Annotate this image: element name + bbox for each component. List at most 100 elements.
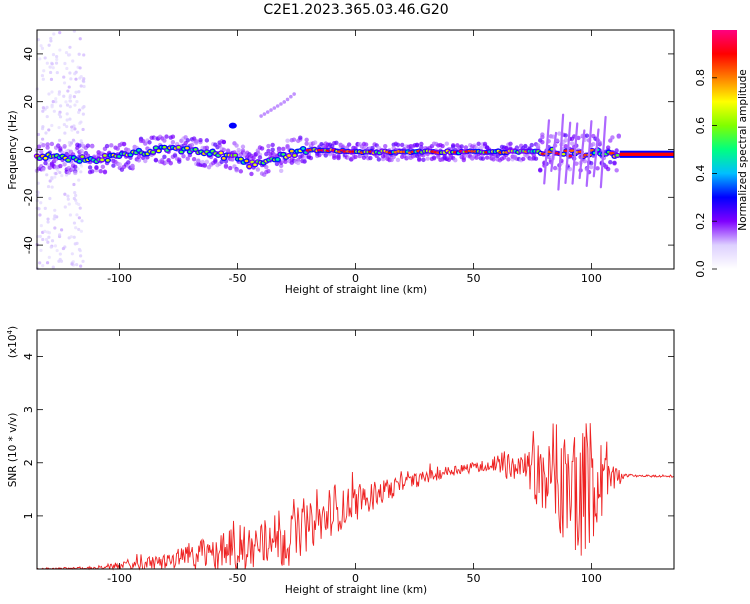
- spectrogram-halo-cell: [440, 143, 445, 149]
- spectrogram-halo-cell: [185, 156, 190, 161]
- spectrogram-noise-cell: [53, 226, 57, 230]
- spectrogram-halo-cell: [85, 143, 91, 148]
- spectrogram-streak: [571, 122, 579, 185]
- spectrogram-noise-cell: [63, 131, 67, 135]
- snr-ylabel: SNR (10 * v/v): [7, 413, 19, 488]
- spectrogram-noise-cell: [62, 122, 66, 127]
- spectrogram-noise-cell: [51, 265, 55, 269]
- spectrogram-halo-cell: [274, 161, 280, 167]
- x-tick-label: 0: [352, 572, 359, 585]
- spectrogram-ridge-peak: [569, 149, 576, 153]
- spectrogram-halo-cell: [126, 160, 131, 165]
- spectrogram-noise-cell: [72, 95, 77, 99]
- spectrogram-halo-cell: [270, 142, 275, 148]
- spectrogram-streak: [599, 115, 607, 189]
- spectrogram-noise-cell: [51, 66, 55, 70]
- spectrogram-halo-cell: [363, 142, 369, 147]
- spectrogram-halo-cell: [346, 142, 352, 147]
- spectrogram-ridge-core: [105, 158, 110, 162]
- y-tick-label: 3: [22, 406, 35, 413]
- spectrogram-halo-cell: [431, 155, 437, 160]
- spectrogram-noise-cell: [79, 139, 83, 143]
- spectrogram-noise-cell: [50, 175, 54, 180]
- spectrogram-halo-cell: [238, 169, 244, 174]
- spectrogram-ridge-core: [207, 152, 212, 156]
- spectrogram-halo-cell: [521, 156, 526, 162]
- spectrogram-halo-cell: [474, 155, 479, 160]
- spectrogram-halo-cell: [285, 138, 290, 143]
- spectrogram-noise-cell: [54, 172, 58, 176]
- spectrogram-halo-cell: [463, 145, 469, 150]
- spectrogram-ridge-core: [80, 155, 85, 158]
- spectrogram-halo-cell: [295, 160, 301, 166]
- spectrogram-noise-cell: [62, 81, 67, 85]
- spectrogram-halo-cell: [270, 147, 275, 152]
- spectrogram-noise-cell: [39, 224, 43, 228]
- spectrogram-noise-cell: [65, 103, 70, 107]
- spectrogram-noise-cell: [48, 196, 52, 201]
- spectrogram-ridge-core: [301, 147, 305, 150]
- spectrogram-noise-cell: [45, 173, 49, 177]
- spectrogram-halo-cell: [567, 166, 573, 172]
- spectrogram-noise-cell: [72, 196, 76, 201]
- snr-ticks: -100 -50 0 50 100 1 2 3 4: [22, 330, 674, 585]
- spectrogram-halo-cell: [264, 151, 269, 157]
- spectrogram-halo-cell: [136, 158, 142, 163]
- spectrogram-noise-cell: [47, 92, 51, 96]
- spectrogram-ridge-core: [185, 146, 189, 150]
- spectrogram-noise-cell: [67, 202, 71, 206]
- spectrogram-halo-cell: [304, 137, 309, 142]
- spectrogram-halo-cell: [49, 141, 55, 147]
- spectrogram-noise-cell: [47, 231, 52, 235]
- spectrogram-halo-cell: [162, 138, 167, 143]
- spectrogram-ridge-core: [233, 153, 237, 157]
- x-tick-label: -100: [107, 272, 132, 285]
- spectrogram-branch-cell: [279, 102, 283, 106]
- spectrogram-halo-cell: [605, 166, 611, 172]
- spectrogram-halo-cell: [221, 139, 227, 145]
- spectrogram-halo-cell: [194, 140, 199, 145]
- spectrogram-halo-cell: [121, 141, 127, 147]
- spectrogram-noise-cell: [40, 73, 45, 78]
- spectrogram-noise-cell: [37, 207, 41, 211]
- spectrogram-halo-cell: [204, 159, 210, 165]
- spectrogram-noise-cell: [59, 259, 64, 263]
- spectrogram-halo-cell: [160, 157, 165, 163]
- spectrogram-halo-cell: [531, 152, 537, 158]
- spectrogram-halo-cell: [353, 154, 358, 160]
- spectrogram-noise-cell: [49, 39, 53, 43]
- spectrogram-halo-cell: [563, 138, 568, 143]
- spectrogram-halo-cell: [140, 155, 146, 161]
- spectrogram-noise-cell: [59, 228, 64, 232]
- spectrogram-noise-cell: [42, 69, 46, 73]
- spectrogram-branch-cell: [285, 97, 290, 102]
- spectrogram-noise-cell: [75, 201, 79, 205]
- colorbar: 0.0 0.2 0.4 0.6 0.8 Normalized spectral ampl…: [694, 30, 749, 278]
- spectrogram-noise-cell: [57, 112, 61, 116]
- spectrogram-halo-cell: [591, 141, 596, 147]
- spectrogram-noise-cell: [77, 110, 81, 115]
- spectrogram-halo-cell: [236, 147, 241, 153]
- spectrogram-noise-cell: [74, 226, 78, 230]
- spectrogram-noise-cell: [71, 59, 75, 63]
- spectrogram-noise-cell: [68, 213, 73, 217]
- colorbar-tick-label: 0.4: [694, 165, 707, 183]
- spectrogram-noise-cell: [51, 100, 55, 104]
- spectrogram-noise-cell: [53, 208, 57, 212]
- spectrogram-halo-cell: [111, 163, 116, 168]
- spectrogram-noise-cell: [82, 84, 86, 89]
- spectrogram-noise-cell: [55, 54, 59, 59]
- spectrogram-halo-cell: [368, 155, 373, 161]
- spectrogram-noise-cell: [41, 106, 46, 110]
- spectrogram-branch-cell: [289, 94, 293, 99]
- spectrogram-halo-cell: [540, 132, 545, 137]
- spectrogram-noise-cell: [44, 237, 49, 242]
- spectrogram-halo-cell: [164, 134, 169, 139]
- spectrogram-noise-cell: [79, 264, 83, 268]
- spectrogram-halo-cell: [45, 142, 50, 147]
- colorbar-label: Normalized spectral amplitude: [737, 69, 749, 230]
- spectrogram-halo-cell: [484, 155, 490, 160]
- spectrogram-halo-cell: [608, 159, 613, 165]
- spectrogram-noise-cell: [56, 168, 60, 173]
- spectrogram-ridge-core: [176, 146, 181, 149]
